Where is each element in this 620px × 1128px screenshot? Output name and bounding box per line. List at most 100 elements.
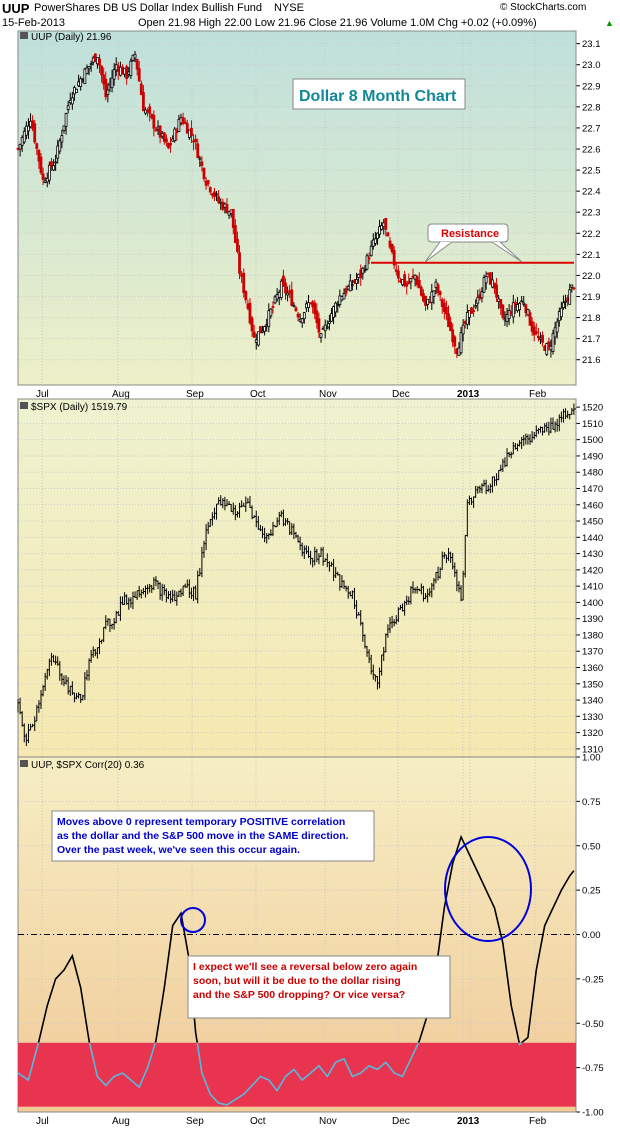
corr-panel-ytick-label: -1.00 [582, 1108, 604, 1119]
uup-candle-body [271, 305, 275, 308]
uup-candle-body [526, 309, 530, 316]
quote-line: Open 21.98 High 22.00 Low 21.96 Close 21… [138, 17, 537, 29]
spx-price-bars [17, 403, 576, 747]
uup-candle-body [100, 65, 103, 76]
uup-panel-ytick-label: 21.9 [582, 292, 601, 303]
spx-panel-ytick-label: 1420 [582, 565, 603, 576]
uup-candle-body [269, 308, 273, 317]
uup-candle-body [430, 291, 434, 303]
corr-panel-title: UUP, $SPX Corr(20) 0.36 [31, 760, 145, 771]
corr-series [18, 834, 575, 1106]
uup-candle-body [58, 140, 62, 152]
uup-candle-body [194, 138, 198, 143]
uup-candle-body [252, 331, 256, 338]
uup-candle-body [87, 66, 91, 70]
spx-panel-title: $SPX (Daily) 1519.79 [31, 402, 128, 413]
uup-candle-body [85, 67, 89, 74]
uup-candle-body [106, 89, 110, 96]
uup-candle-body [501, 304, 505, 318]
corr-xtick-label: Oct [250, 1116, 266, 1127]
spx-panel: 1310 1320 1330 1340 1350 1360 1370 1380 1390 1400… [17, 398, 603, 758]
uup-candle-body [54, 161, 58, 164]
corr-xtick-label: Feb [529, 1116, 547, 1127]
uup-candle-body [551, 333, 555, 352]
resistance-label: Resistance [441, 228, 499, 240]
uup-candle-body [60, 135, 64, 143]
uup-panel-ytick-label: 21.8 [582, 313, 601, 324]
uup-candle-body [553, 327, 557, 338]
uup-candle-body [315, 310, 319, 324]
uup-candle-body [292, 304, 296, 307]
uup-candle-body [64, 113, 68, 127]
corr-panel-ytick-label: 0.25 [582, 886, 601, 897]
uup-candle-body [196, 143, 200, 158]
uup-panel-ytick-label: 21.6 [582, 355, 601, 366]
uup-candle-body [185, 123, 189, 134]
uup-xtick-label: Jul [36, 389, 49, 400]
uup-candle-body [217, 196, 221, 203]
uup-candle-body [365, 255, 369, 270]
uup-candle-body [545, 343, 549, 355]
uup-candle-body [158, 125, 162, 138]
uup-candle-body [18, 143, 22, 150]
spx-panel-ytick-label: 1470 [582, 484, 603, 495]
credit: © StockCharts.com [500, 2, 587, 13]
corr-xtick-label: Dec [392, 1116, 410, 1127]
chart-header-line-2: 15-Feb-2013 Open 21.98 High 22.00 Low 21… [0, 17, 620, 33]
uup-candle-body [518, 303, 521, 311]
uup-candle-body [350, 284, 354, 287]
uup-candle-body [169, 142, 172, 146]
corr-xtick-label: Jul [36, 1116, 49, 1127]
uup-candle-body [181, 117, 185, 125]
uup-candle-body [532, 326, 536, 336]
spx-panel-ytick-label: 1520 [582, 403, 603, 414]
uup-panel-ytick-label: 22.9 [582, 81, 601, 92]
uup-candle-body [327, 321, 331, 324]
uup-candle-body [129, 60, 133, 76]
spx-panel-ytick-label: 1440 [582, 533, 603, 544]
uup-candle-body [104, 78, 108, 98]
resistance-callout-box [427, 223, 509, 243]
uup-candle-body [317, 318, 321, 333]
uup-candle-body [200, 161, 204, 166]
spx-panel-ytick-label: 1430 [582, 549, 603, 560]
uup-candle-body [432, 290, 436, 297]
uup-candle-body [405, 282, 409, 287]
uup-panel-ytick-label: 23.1 [582, 39, 601, 50]
uup-candle-body [396, 270, 400, 279]
uup-panel-ytick-label: 22.2 [582, 229, 601, 240]
spx-panel-ytick-label: 1320 [582, 728, 603, 739]
uup-candle-body [290, 289, 294, 306]
uup-candle-body [79, 78, 83, 88]
uup-candle-body [499, 299, 503, 309]
uup-candle-body [392, 250, 396, 266]
uup-panel-ytick-label: 22.8 [582, 102, 601, 113]
annotation-title: Dollar 8 Month Chart [299, 88, 457, 105]
uup-candle-body [259, 326, 262, 334]
spx-panel-background [18, 399, 576, 757]
uup-candle-body [568, 289, 572, 305]
uup-candle-body [202, 167, 206, 180]
uup-candle-body [177, 118, 181, 132]
spx-panel-ytick-label: 1400 [582, 598, 603, 609]
chart-header-line-1: UUP PowerShares DB US Dollar Index Bulli… [0, 1, 620, 18]
annotation-question: I expect we'll see a reversal below zero… [193, 961, 417, 1001]
uup-panel-ytick-label: 22.6 [582, 145, 601, 156]
uup-candle-body [436, 284, 440, 294]
spx-panel-ytick-label: 1350 [582, 679, 603, 690]
uup-candle-body [273, 296, 277, 304]
large-peak-circle [444, 836, 532, 942]
uup-candle-body [110, 77, 114, 89]
uup-candle-body [313, 302, 317, 315]
uup-candle-body [98, 58, 101, 66]
uup-xtick-label: Dec [392, 389, 410, 400]
uup-candle-body [507, 310, 511, 320]
uup-candle-body [190, 127, 193, 137]
uup-panel-border [17, 30, 577, 386]
uup-candle-body [50, 161, 53, 168]
uup-candle-body [183, 121, 187, 124]
uup-candle-body [137, 68, 141, 82]
spx-panel-ytick-label: 1370 [582, 647, 603, 658]
uup-candle-body [35, 143, 39, 149]
